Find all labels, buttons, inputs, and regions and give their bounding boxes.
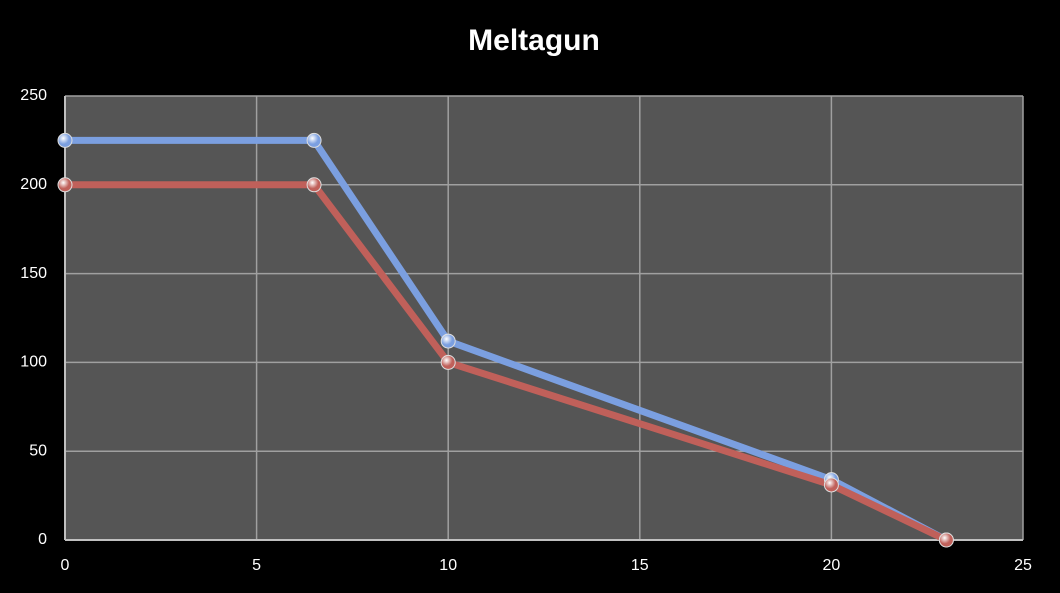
y-tick-label: 250: [20, 87, 47, 104]
y-tick-label: 50: [29, 442, 47, 459]
marker-shine: [824, 477, 839, 492]
marker-shine: [58, 133, 72, 148]
y-tick-label: 200: [20, 176, 47, 193]
marker-shine: [307, 177, 322, 192]
x-tick-label: 5: [252, 557, 261, 574]
plot-area: [65, 96, 1023, 540]
x-tick-label: 15: [631, 557, 649, 574]
chart-title: Meltagun: [468, 24, 600, 57]
x-tick-label: 25: [1014, 557, 1032, 574]
marker-shine: [58, 177, 72, 192]
marker-shine: [939, 533, 954, 547]
marker-shine: [307, 133, 322, 148]
marker-shine: [441, 355, 456, 370]
y-tick-label: 150: [20, 265, 47, 282]
marker-shine: [441, 334, 456, 349]
x-tick-label: 10: [439, 557, 457, 574]
y-tick-label: 0: [38, 531, 47, 548]
y-tick-label: 100: [20, 354, 47, 371]
x-tick-label: 20: [823, 557, 841, 574]
x-tick-label: 0: [61, 557, 70, 574]
